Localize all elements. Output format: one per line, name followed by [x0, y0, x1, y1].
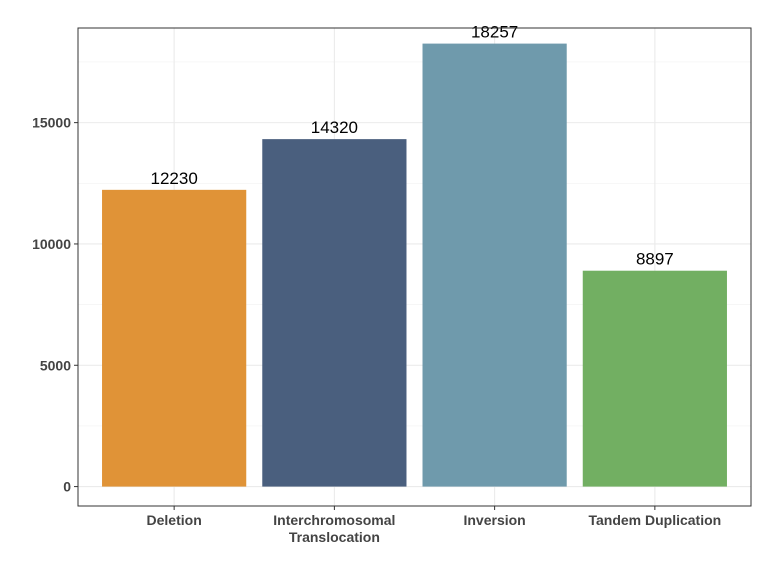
y-tick-label: 10000: [32, 236, 71, 252]
bars-group: [102, 43, 727, 487]
x-tick-label: Tandem Duplication: [588, 512, 721, 528]
bar: [582, 270, 727, 487]
data-label: 12230: [151, 169, 198, 188]
x-axis: Deletion Interchromosomal Translocation Inv…: [147, 506, 721, 545]
bar: [422, 43, 567, 487]
data-label: 14320: [311, 118, 358, 137]
data-label: 18257: [471, 23, 518, 42]
y-tick-label: 5000: [40, 357, 71, 373]
x-tick-label: Interchromosomal Translocation: [273, 512, 395, 545]
x-tick-label: Inversion: [463, 512, 525, 528]
x-tick-label: Deletion: [147, 512, 202, 528]
data-label: 8897: [636, 250, 674, 269]
y-axis: 0 5000 10000 15000: [32, 115, 78, 495]
data-labels-group: 12230 14320 18257 8897: [151, 23, 674, 269]
bar: [102, 189, 247, 487]
y-tick-label: 0: [63, 479, 71, 495]
y-tick-label: 15000: [32, 115, 71, 131]
plot-border: [77, 27, 752, 507]
bar: [262, 139, 407, 487]
